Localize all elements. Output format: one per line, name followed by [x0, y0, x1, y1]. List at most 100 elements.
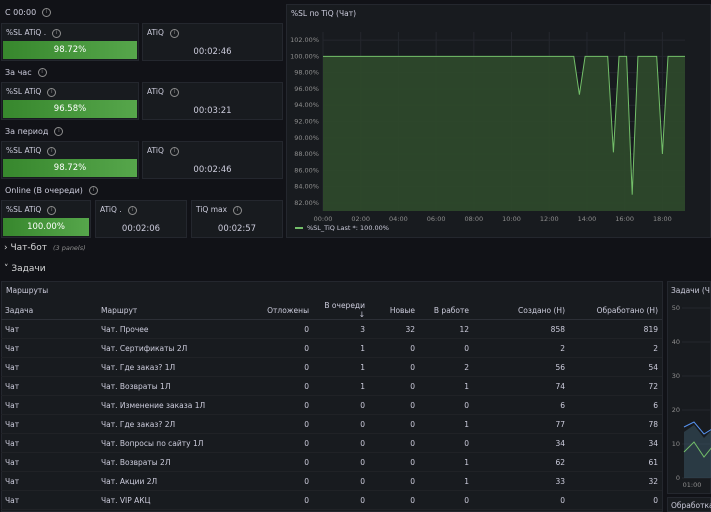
x-tick-label: 08:00 — [464, 215, 483, 223]
table-cell: 34 — [473, 433, 569, 453]
sl-tiq-chart: 102.00% 100.00% 98.00% 96.00% 94.00% 92.00% 90… — [290, 32, 685, 223]
sl-tiq-chart-panel: %SL по TiQ (Чат) 102.00% 100.00% 98.00% 96.… — [286, 4, 711, 238]
atiq-value: 00:02:06 — [121, 224, 161, 234]
panel-title: ATiQ — [147, 146, 164, 155]
tasks-chart: 50 40 30 20 10 001:00 — [672, 304, 711, 489]
table-row: Чат Чат. VIP АКЦ 0 0 0 0 0 0 — [1, 490, 662, 510]
table-cell: 0 — [369, 395, 419, 415]
x-tick-label: 10:00 — [502, 215, 521, 223]
x-tick-label: 12:00 — [540, 215, 559, 223]
atiq-value: 00:03:21 — [193, 106, 232, 116]
table-cell: 0 — [369, 452, 419, 472]
table-cell: 2 — [473, 338, 569, 358]
table-cell: 62 — [473, 452, 569, 472]
table-cell: 0 — [313, 395, 369, 415]
table-cell: 0 — [243, 452, 313, 472]
y-tick-label: 100.00% — [290, 52, 319, 60]
processing-panel: Обработка — [667, 497, 711, 512]
series-line — [323, 55, 685, 195]
column-header[interactable]: Маршрут — [97, 301, 243, 320]
table-cell: 0 — [569, 490, 662, 510]
table-cell: 3 — [313, 319, 369, 339]
info-icon[interactable]: i — [47, 146, 57, 156]
table-cell: 0 — [243, 376, 313, 396]
table-cell: 32 — [569, 471, 662, 491]
chart-legend[interactable]: %SL_TiQ Last *: 100.00% — [295, 224, 389, 232]
tiq-max-panel: TiQ max i 00:02:57 — [191, 200, 283, 238]
sl-value: 100.00% — [3, 218, 89, 236]
table-cell: 54 — [569, 357, 662, 377]
info-icon[interactable]: i — [127, 205, 137, 215]
table-cell: Чат — [1, 338, 97, 358]
info-icon[interactable]: i — [169, 87, 179, 97]
column-header[interactable]: Создано (Н) — [473, 301, 569, 320]
y-tick-label: 40 — [672, 338, 680, 346]
table-cell: 34 — [569, 433, 662, 453]
x-tick-label: 16:00 — [615, 215, 634, 223]
table-cell: 0 — [243, 338, 313, 358]
info-icon[interactable]: i — [37, 68, 47, 77]
info-icon[interactable]: i — [88, 186, 98, 195]
section-c0000: С 00:00 i — [5, 8, 52, 17]
row-chatbot[interactable]: › Чат-бот (3 panels) — [4, 243, 86, 253]
table-cell: 12 — [419, 319, 473, 339]
column-header[interactable]: В очереди ↓ — [313, 301, 369, 320]
chart-title: %SL по TiQ (Чат) — [291, 9, 357, 18]
table-cell: 0 — [313, 452, 369, 472]
table-cell: Чат — [1, 433, 97, 453]
table-cell: Чат. Акции 2Л — [97, 471, 243, 491]
info-icon[interactable]: i — [54, 127, 64, 136]
y-tick-label: 86.00% — [294, 166, 319, 174]
atiq-value: 00:02:46 — [193, 165, 232, 175]
table-header: Задача Маршрут Отложены В очереди ↓ Новые В р… — [1, 301, 662, 320]
table-cell: Чат. Изменение заказа 1Л — [97, 395, 243, 415]
table-cell: 0 — [369, 338, 419, 358]
row-tasks-title: Задачи — [11, 264, 46, 274]
table-cell: Чат — [1, 471, 97, 491]
info-icon[interactable]: i — [47, 87, 57, 97]
sl-value: 96.58% — [3, 100, 137, 118]
info-icon[interactable]: i — [52, 28, 62, 38]
table-body: Чат Чат. Прочее 0 3 32 12 858 819 Чат Чат. Сертиф… — [1, 319, 662, 510]
column-header[interactable]: Обработано (Н) — [569, 301, 662, 320]
atiq-panel: ATiQ i 00:03:21 — [142, 82, 283, 120]
table-cell: 0 — [419, 395, 473, 415]
table-cell: 0 — [369, 490, 419, 510]
column-header[interactable]: Новые — [369, 301, 419, 320]
series-area — [323, 56, 685, 212]
table-cell: 0 — [369, 471, 419, 491]
atiq-panel: ATiQ i 00:02:46 — [142, 141, 283, 179]
row-tasks[interactable]: ˅ Задачи — [4, 264, 46, 274]
x-tick-label: 04:00 — [389, 215, 408, 223]
table-cell: 858 — [473, 319, 569, 339]
series-line — [683, 421, 711, 435]
table-cell: 1 — [313, 376, 369, 396]
series-line — [683, 441, 711, 458]
table-cell: 77 — [473, 414, 569, 434]
info-icon[interactable]: i — [47, 205, 57, 215]
table-cell: Чат. Прочее — [97, 319, 243, 339]
y-tick-label: 92.00% — [294, 118, 319, 126]
atiq-value: 00:02:46 — [193, 47, 232, 57]
info-icon[interactable]: i — [42, 8, 52, 17]
table-cell: 819 — [569, 319, 662, 339]
sl-atiq-panel: %SL ATiQ i 100.00% — [1, 200, 91, 238]
y-tick-label: 84.00% — [294, 183, 319, 191]
row-panel-count: (3 panels) — [52, 244, 86, 252]
info-icon[interactable]: i — [169, 146, 179, 156]
info-icon[interactable]: i — [169, 28, 179, 38]
sl-atiq-panel: %SL ATiQ i 98.72% — [1, 141, 139, 179]
x-tick-label: 14:00 — [578, 215, 597, 223]
column-header[interactable]: Отложены — [243, 301, 313, 320]
table-cell: 56 — [473, 357, 569, 377]
table-cell: 72 — [569, 376, 662, 396]
table-cell: 0 — [369, 433, 419, 453]
column-header[interactable]: В работе — [419, 301, 473, 320]
section-online: Online (В очереди) i — [5, 186, 98, 195]
y-tick-label: 102.00% — [290, 36, 319, 44]
table-cell: 0 — [243, 357, 313, 377]
sl-value: 98.72% — [3, 41, 137, 59]
info-icon[interactable]: i — [233, 205, 243, 215]
table-cell: Чат — [1, 414, 97, 434]
column-header[interactable]: Задача — [1, 301, 97, 320]
